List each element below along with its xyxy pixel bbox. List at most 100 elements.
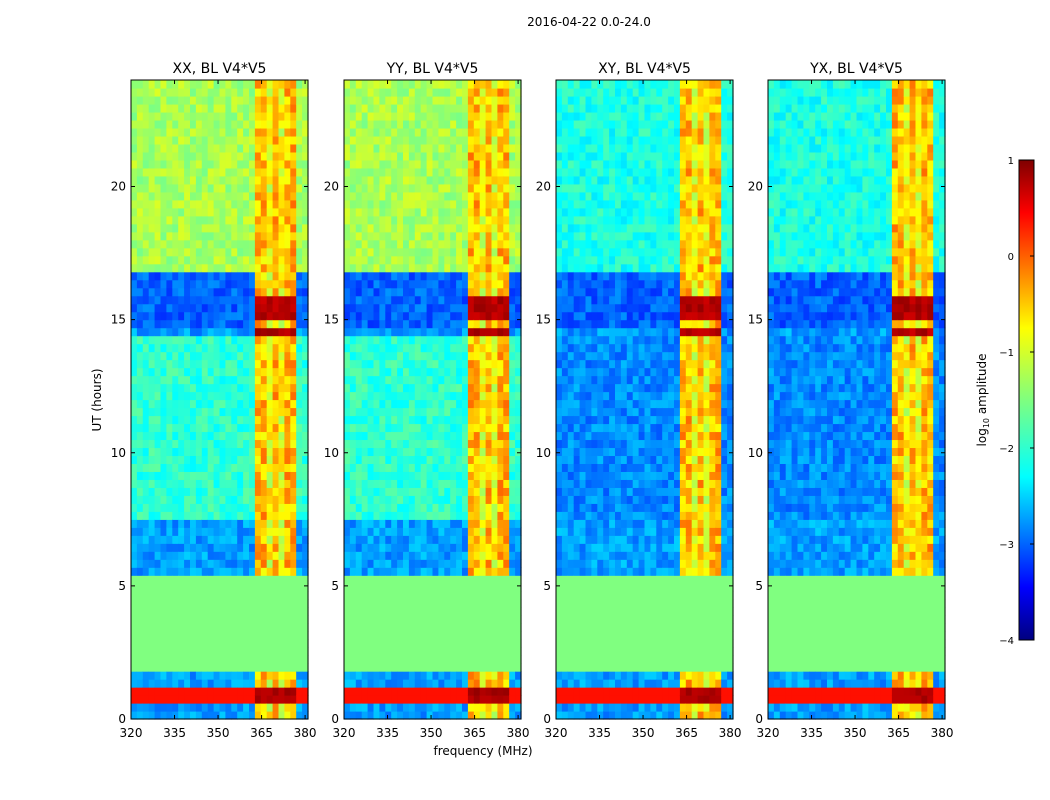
heat-cell — [254, 271, 262, 281]
heat-cell — [272, 631, 280, 640]
heat-cell — [254, 551, 262, 560]
heat-cell — [213, 567, 221, 576]
heat-cell — [420, 359, 428, 369]
heat-cell — [260, 711, 268, 720]
heat-cell — [278, 231, 285, 241]
heat-cell — [136, 447, 144, 457]
heat-cell — [438, 447, 445, 457]
heat-cell — [231, 367, 238, 377]
heat-cell — [426, 599, 434, 608]
heat-cell — [385, 495, 392, 504]
heat-cell — [260, 359, 268, 369]
heat-cell — [231, 103, 238, 113]
heat-cell — [195, 119, 203, 129]
heat-cell — [467, 671, 475, 680]
heat-cell — [154, 535, 162, 544]
heat-cell — [479, 223, 487, 233]
heat-cell — [491, 167, 498, 177]
heat-cell — [160, 119, 167, 129]
heat-cell — [355, 479, 363, 488]
heat-cell — [190, 183, 197, 193]
heat-cell — [379, 247, 386, 257]
heat-cell — [136, 559, 144, 568]
heat-cell — [136, 271, 144, 281]
heat-cell — [184, 143, 191, 153]
heat-cell — [385, 559, 392, 568]
heat-cell — [284, 639, 291, 648]
heat-cell — [296, 383, 303, 393]
heat-cell — [160, 511, 167, 520]
heat-cell — [178, 407, 185, 417]
heat-cell — [485, 711, 493, 720]
heat-cell — [432, 695, 439, 704]
heat-cell — [266, 535, 274, 544]
heat-cell — [243, 247, 250, 257]
heat-cell — [450, 247, 457, 257]
heat-cell — [284, 87, 291, 97]
heat-cell — [373, 503, 380, 512]
heat-cell — [438, 599, 445, 608]
heat-cell — [403, 135, 410, 145]
heat-cell — [195, 239, 203, 249]
heat-cell — [272, 167, 280, 177]
heat-cell — [467, 615, 475, 624]
heat-cell — [426, 631, 434, 640]
heat-cell — [491, 415, 498, 425]
heat-cell — [349, 375, 357, 385]
heat-cell — [290, 359, 297, 369]
heat-cell — [379, 551, 386, 560]
heat-cell — [190, 519, 197, 528]
heat-cell — [497, 647, 504, 656]
heat-cell — [344, 551, 351, 560]
heat-cell — [391, 287, 398, 297]
heat-cell — [344, 199, 351, 209]
heat-cell — [355, 80, 363, 89]
heat-cell — [272, 351, 280, 361]
heat-cell — [420, 271, 428, 281]
heat-cell — [344, 711, 351, 720]
heat-cell — [272, 175, 280, 185]
heat-cell — [195, 679, 203, 688]
heat-cell — [184, 167, 191, 177]
heat-cell — [420, 711, 428, 720]
heat-cell — [373, 455, 380, 464]
heat-cell — [479, 391, 487, 401]
heat-cell — [225, 239, 232, 249]
heat-cell — [438, 711, 445, 720]
heat-cell — [515, 463, 522, 472]
heat-cell — [272, 543, 280, 552]
heat-cell — [361, 695, 369, 704]
heat-cell — [397, 287, 404, 297]
heat-cell — [355, 183, 363, 193]
heat-cell — [462, 159, 469, 169]
heat-cell — [231, 551, 238, 560]
heat-cell — [278, 223, 285, 233]
heat-cell — [361, 431, 369, 441]
heat-cell — [432, 375, 439, 385]
heat-cell — [467, 111, 475, 121]
heat-cell — [296, 615, 303, 624]
heat-cell — [355, 527, 363, 536]
heat-cell — [420, 543, 428, 552]
heat-cell — [225, 343, 232, 353]
heat-cell — [438, 199, 445, 209]
heat-cell — [479, 655, 487, 664]
heat-cell — [444, 711, 451, 720]
heat-cell — [154, 479, 162, 488]
heat-cell — [479, 351, 487, 361]
heat-cell — [420, 671, 428, 680]
heat-cell — [414, 511, 422, 520]
heat-cell — [426, 551, 434, 560]
heat-cell — [467, 335, 475, 345]
heat-cell — [195, 255, 203, 265]
heat-cell — [367, 423, 375, 433]
heat-cell — [172, 655, 179, 664]
heat-cell — [467, 567, 475, 576]
heat-cell — [172, 335, 179, 345]
heat-cell — [367, 111, 375, 121]
heat-cell — [432, 567, 439, 576]
heat-cell — [272, 503, 280, 512]
heat-cell — [136, 135, 144, 145]
heat-cell — [296, 231, 303, 241]
heat-cell — [166, 103, 173, 113]
